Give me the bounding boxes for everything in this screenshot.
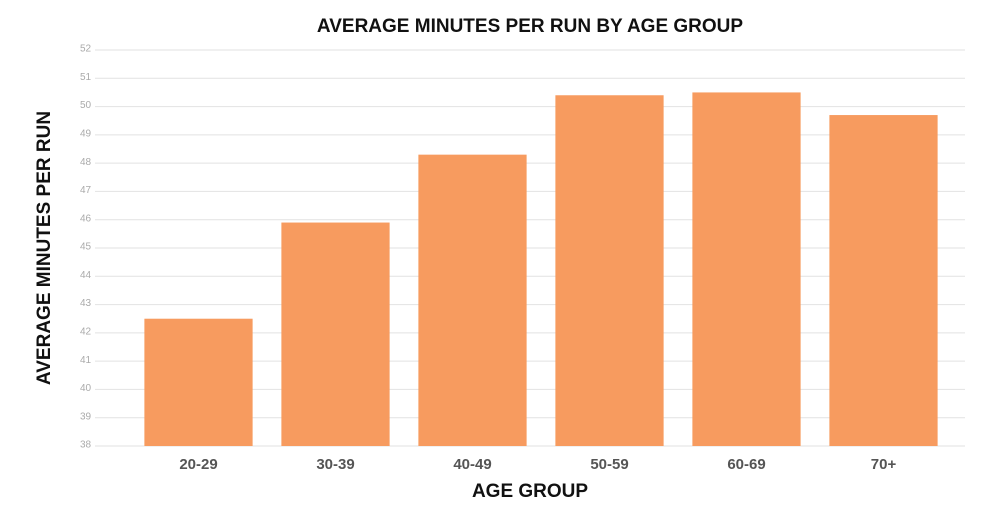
x-tick-label: 40-49 [453,456,491,473]
x-tick-label: 60-69 [727,456,765,473]
bar [144,318,253,446]
x-axis-label: AGE GROUP [472,481,588,502]
y-tick-label: 52 [80,44,92,55]
y-tick-label: 42 [80,326,92,337]
y-tick-label: 48 [80,157,92,168]
x-tick-label: 50-59 [590,456,628,473]
y-tick-label: 41 [80,355,92,366]
x-tick-label: 20-29 [179,456,217,473]
y-tick-label: 50 [80,100,92,111]
bar [829,115,938,447]
y-tick-label: 51 [80,72,92,83]
bar [418,154,527,446]
y-tick-label: 39 [80,411,92,422]
y-tick-label: 49 [80,128,92,139]
x-tick-label: 30-39 [316,456,354,473]
y-tick-label: 44 [80,270,92,281]
y-tick-label: 43 [80,298,92,309]
y-axis-label: AVERAGE MINUTES PER RUN [34,111,55,385]
bar [555,95,664,446]
y-tick-label: 47 [80,185,92,196]
bar [692,92,801,446]
y-tick-label: 40 [80,383,92,394]
chart-title: AVERAGE MINUTES PER RUN BY AGE GROUP [317,16,743,37]
x-tick-label: 70+ [871,456,897,473]
y-tick-label: 46 [80,213,92,224]
y-tick-label: 45 [80,242,92,253]
bar [281,222,390,446]
y-tick-label: 38 [80,440,92,451]
